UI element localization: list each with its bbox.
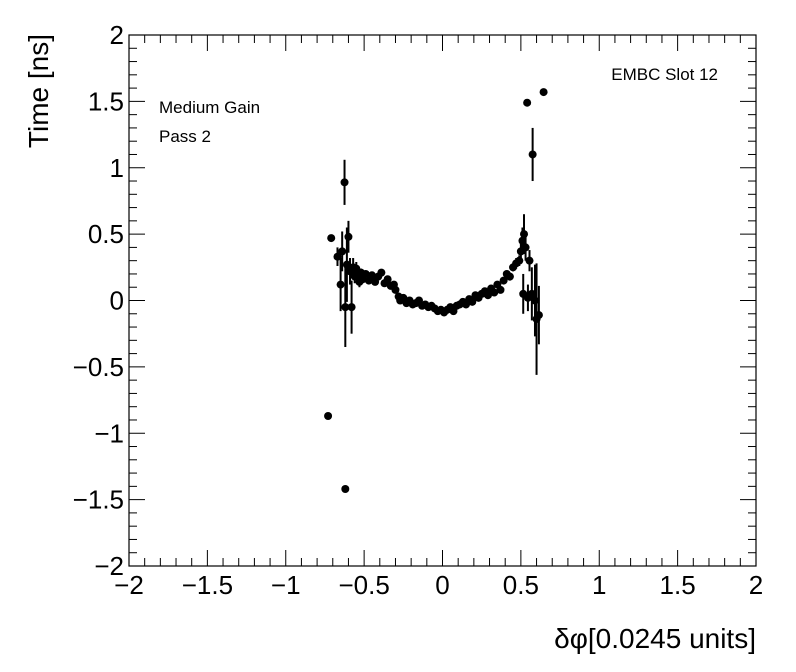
data-points [324,88,548,494]
y-tick-label: −1 [94,418,124,448]
x-tick-label: −1 [271,570,301,600]
error-bars [336,127,540,375]
data-point [523,98,532,107]
x-tick-label: 2 [749,570,763,600]
annotation-pass: Pass 2 [159,127,211,146]
data-point [391,285,400,294]
data-point [347,303,356,312]
y-tick-label: 2 [110,20,124,50]
x-axis-title: δφ[0.0245 units] [554,623,756,654]
x-tick-label: 0.5 [503,570,539,600]
data-point [499,276,508,285]
data-point [324,411,333,420]
y-tick-label: 0.5 [88,219,124,249]
x-tick-label: 1 [592,570,606,600]
y-tick-label: −2 [94,551,124,581]
data-point [367,271,376,280]
x-tick-label: 1.5 [660,570,696,600]
data-point [338,247,347,256]
data-point [505,272,514,281]
y-tick-label: 1.5 [88,86,124,116]
data-point [530,296,539,305]
data-point [483,291,492,300]
data-point [342,260,351,269]
axis-ticks [128,34,757,567]
data-point [468,297,477,306]
x-tick-label: −1.5 [182,570,233,600]
y-tick-label: −0.5 [73,352,124,382]
x-tick-label: 0 [435,570,449,600]
data-point [361,269,370,278]
y-tick-label: −1.5 [73,485,124,515]
data-point [490,288,499,297]
y-tick-label: 1 [110,153,124,183]
data-point [340,178,349,187]
data-point [383,275,392,284]
data-point [521,243,530,252]
data-point [341,485,350,494]
annotation-top-right: EMBC Slot 12 [611,65,718,84]
data-point [377,268,386,277]
data-point [527,289,536,298]
data-point [539,88,548,97]
data-point [327,234,336,243]
data-point [344,232,353,241]
data-point [515,256,524,265]
y-tick-label: 0 [110,286,124,316]
tick-labels: −2 −1.5 −1 −0.5 0 0.5 1 1.5 2 −2 −1.5 −1 −0.5 0 0.5 1 1.… [73,20,764,600]
data-point [528,150,537,159]
annotation-gain: Medium Gain [159,98,260,117]
data-point [520,230,529,239]
data-point [525,256,534,265]
data-point [518,236,527,245]
y-axis-title: Time [ns] [23,34,54,148]
data-point [336,280,345,289]
data-point [333,252,342,261]
x-tick-label: −2 [114,570,144,600]
data-point [534,311,543,320]
x-tick-label: −0.5 [338,570,389,600]
data-point [496,285,505,294]
data-point [341,303,350,312]
